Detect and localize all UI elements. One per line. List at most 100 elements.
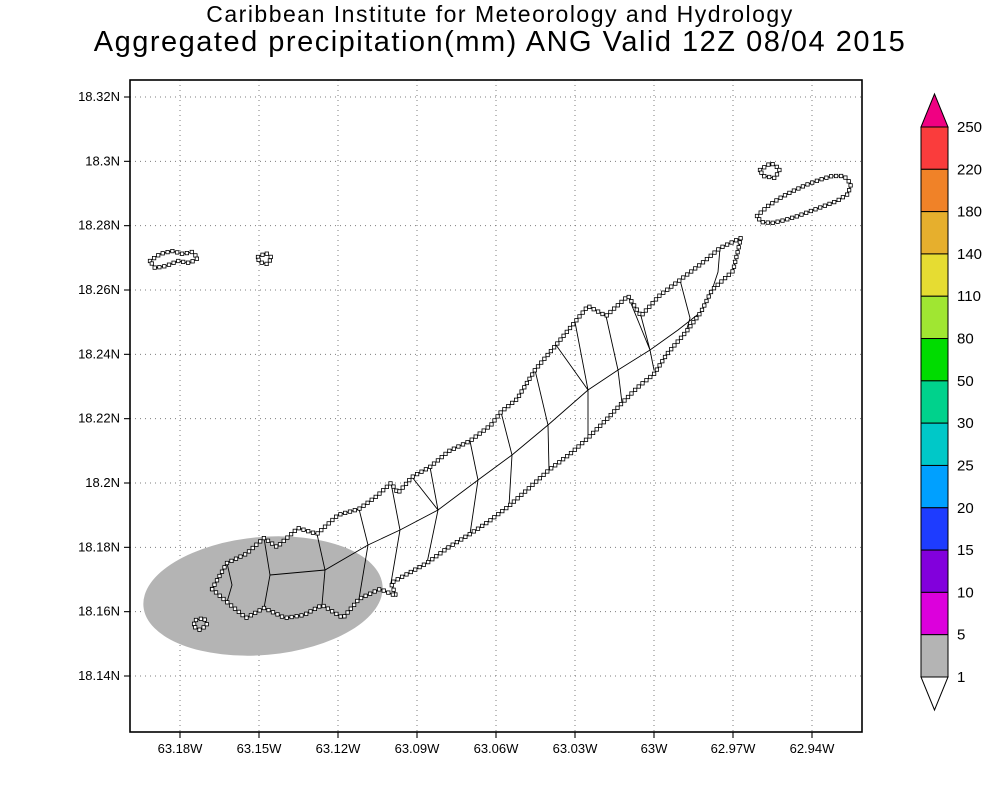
coastline-bead xyxy=(605,416,610,421)
coastline-bead xyxy=(702,303,707,308)
coastline-bead xyxy=(184,250,189,256)
coastline-bead xyxy=(688,324,693,329)
y-axis-tick-label: 18.32N xyxy=(78,89,120,104)
coastline-bead xyxy=(358,595,364,601)
coastline-bead xyxy=(250,545,255,551)
coastline-bead xyxy=(511,499,517,504)
coastline-bead xyxy=(532,368,537,373)
coastline-bead xyxy=(633,387,638,393)
axis-labels: 63.18W 63.15W 63.12W 63.09W 63.06W 63.03W 63W 6… xyxy=(78,89,835,756)
coastline-bead xyxy=(151,255,157,261)
coastline-bead xyxy=(434,554,439,559)
coastline-bead xyxy=(766,162,771,167)
coastline-bead xyxy=(202,617,207,622)
coastline-bead xyxy=(814,178,820,183)
coastline-bead xyxy=(796,186,801,191)
y-axis-tick-label: 18.28N xyxy=(78,218,120,233)
coastline-bead xyxy=(843,175,848,180)
coastline-bead xyxy=(583,306,588,311)
coastline-bead xyxy=(813,207,818,212)
coastline-bead xyxy=(836,197,841,202)
coastline-bead xyxy=(580,440,585,446)
coastline-bead xyxy=(467,532,472,537)
coastline-bead xyxy=(498,410,503,415)
coastline-bead xyxy=(321,603,326,609)
coastline-bead xyxy=(846,179,851,184)
coastline-bead xyxy=(699,307,705,313)
x-axis-tick-label: 63.12W xyxy=(316,741,362,756)
coastline-bead xyxy=(770,161,775,167)
coastline-bead xyxy=(329,609,335,614)
coastline-bead xyxy=(691,320,696,325)
coastline-bead xyxy=(495,414,500,419)
coastline-bead xyxy=(175,250,180,255)
coastline-bead xyxy=(665,350,671,356)
coastline-bead xyxy=(519,492,524,498)
coastline-bead xyxy=(704,256,710,262)
coastline-bead xyxy=(571,322,576,327)
coastline-bead xyxy=(373,494,378,500)
coastline-bead xyxy=(832,199,837,205)
coastline-bead xyxy=(473,434,478,439)
coastline-bead xyxy=(446,545,451,550)
coastline-bead xyxy=(730,269,735,274)
colorbar-level-label: 15 xyxy=(957,542,974,559)
y-axis-tick-label: 18.26N xyxy=(78,282,120,297)
coastline-bead xyxy=(553,463,558,468)
coastline-bead xyxy=(791,188,797,193)
colorbar-segment xyxy=(920,253,949,297)
coastline-bead xyxy=(574,318,579,323)
institution-title: Caribbean Institute for Meteorology and … xyxy=(206,1,794,27)
colorbar-segment xyxy=(920,634,949,678)
coastline-bead xyxy=(179,251,185,256)
coastline-bead xyxy=(333,514,339,519)
coastline-bead xyxy=(716,247,721,252)
coastline-bead xyxy=(612,409,617,414)
coastline-bead xyxy=(845,192,850,197)
coastline-bead xyxy=(268,254,273,259)
coastline-bead xyxy=(539,360,544,365)
coastline-bead xyxy=(224,560,230,566)
coastline-bead xyxy=(774,198,779,203)
coastline-bead xyxy=(258,539,263,544)
colorbar: 250 220 180 140 110 80 50 30 25 20 15 10 5 1 xyxy=(920,92,982,712)
coastline-bead xyxy=(156,253,161,258)
coastline-bead xyxy=(322,524,328,529)
coastline-bead xyxy=(338,512,343,517)
coastline-bead xyxy=(315,531,320,536)
coastline-bead xyxy=(737,240,743,245)
coastline-bead xyxy=(757,217,762,222)
colorbar-level-label: 10 xyxy=(957,584,974,601)
coastline-bead xyxy=(419,469,424,474)
coastline-bead xyxy=(171,260,176,265)
coastline-bead xyxy=(274,544,279,549)
coastline-bead xyxy=(451,446,457,451)
coastline-bead xyxy=(430,557,435,562)
x-axis-tick-label: 63.09W xyxy=(395,741,441,756)
colorbar-bottom-arrow xyxy=(920,676,949,712)
coastline-bead xyxy=(264,261,269,267)
coastline-bead xyxy=(634,307,639,312)
coastline-bead xyxy=(325,606,331,611)
coastline-bead xyxy=(790,215,795,220)
coastline-bead xyxy=(770,201,775,206)
coastline-bead xyxy=(541,472,546,478)
coastline-bead xyxy=(391,484,396,489)
coastline-bead xyxy=(685,272,690,277)
coastline-bead xyxy=(423,467,429,472)
coastline-bead xyxy=(489,422,494,427)
coastline-bead xyxy=(256,257,261,263)
coastline-bead xyxy=(475,526,481,531)
coastline-bead xyxy=(254,542,259,547)
coastline-bead xyxy=(485,425,490,430)
coastline-bead xyxy=(471,529,476,534)
coastline-bead xyxy=(596,309,601,314)
coastline-bead xyxy=(708,289,714,295)
coastline-bead xyxy=(221,596,226,602)
coastline-bead xyxy=(819,177,824,182)
coastline-bead xyxy=(397,489,402,494)
coastline-bead xyxy=(279,614,285,619)
coastline-bead xyxy=(463,534,468,539)
coastline-bead xyxy=(733,259,738,265)
coastline-bead xyxy=(400,485,405,490)
